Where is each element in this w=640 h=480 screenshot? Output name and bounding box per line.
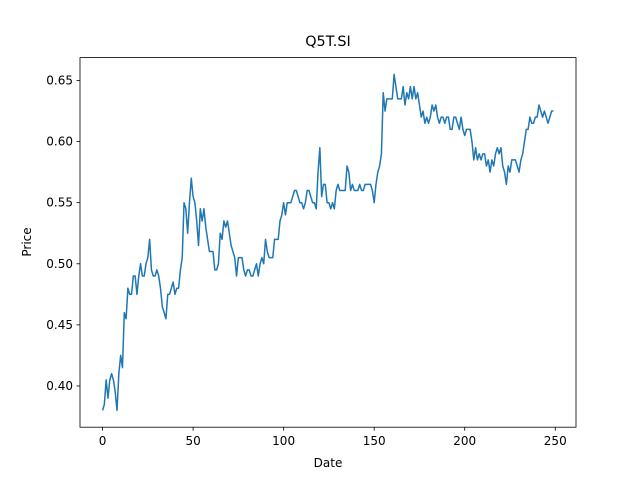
y-axis-label: Price	[20, 227, 34, 256]
chart-title: Q5T.SI	[305, 34, 351, 50]
y-tick-label: 0.50	[46, 257, 73, 271]
x-tick-label: 250	[544, 434, 567, 448]
x-tick-label: 100	[272, 434, 295, 448]
x-tick-label: 50	[185, 434, 200, 448]
y-tick-label: 0.65	[46, 74, 73, 88]
x-tick-label: 200	[453, 434, 476, 448]
y-tick-label: 0.55	[46, 196, 73, 210]
y-tick-label: 0.40	[46, 379, 73, 393]
x-axis-label: Date	[314, 456, 343, 470]
x-tick-label: 0	[99, 434, 107, 448]
line-series	[101, 73, 554, 412]
y-tick-label: 0.60	[46, 135, 73, 149]
plot-frame	[79, 57, 577, 428]
x-tick-label: 150	[363, 434, 386, 448]
y-tick-label: 0.45	[46, 318, 73, 332]
